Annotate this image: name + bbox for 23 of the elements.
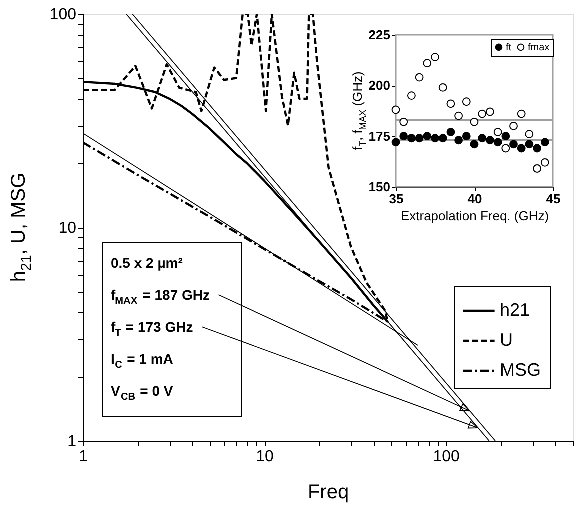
x-axis-title: Freq <box>308 482 350 504</box>
y-tick-label: 150 <box>368 180 390 194</box>
legend-label: ft <box>506 42 512 54</box>
x-axis-title: Extrapolation Freq. (GHz) <box>400 208 550 224</box>
y-tick-label: 225 <box>368 28 390 42</box>
x-tick-label: 10 <box>256 448 274 466</box>
y-axis-title: fT, fMAX (GHz) <box>350 72 368 150</box>
y-tick-label: 200 <box>368 78 390 94</box>
y-tick-label: 100 <box>50 6 77 24</box>
legend-label: U <box>500 330 513 350</box>
y-axis-title: h21, U, MSG <box>8 172 35 282</box>
legend-label: MSG <box>500 360 542 380</box>
annotation: 0.5 x 2 µm² <box>111 255 184 271</box>
x-tick-label: 35 <box>389 192 404 206</box>
y-tick-label: 10 <box>58 220 77 237</box>
legend-label: h21 <box>500 300 530 320</box>
y-tick-label: 175 <box>368 128 390 144</box>
legend-label: fmax <box>528 42 550 54</box>
x-tick-label: 45 <box>546 192 561 206</box>
x-tick-label: 1 <box>79 448 88 466</box>
x-tick-label: 100 <box>433 448 460 466</box>
y-tick-label: 1 <box>68 434 77 450</box>
x-tick-label: 40 <box>468 192 482 206</box>
